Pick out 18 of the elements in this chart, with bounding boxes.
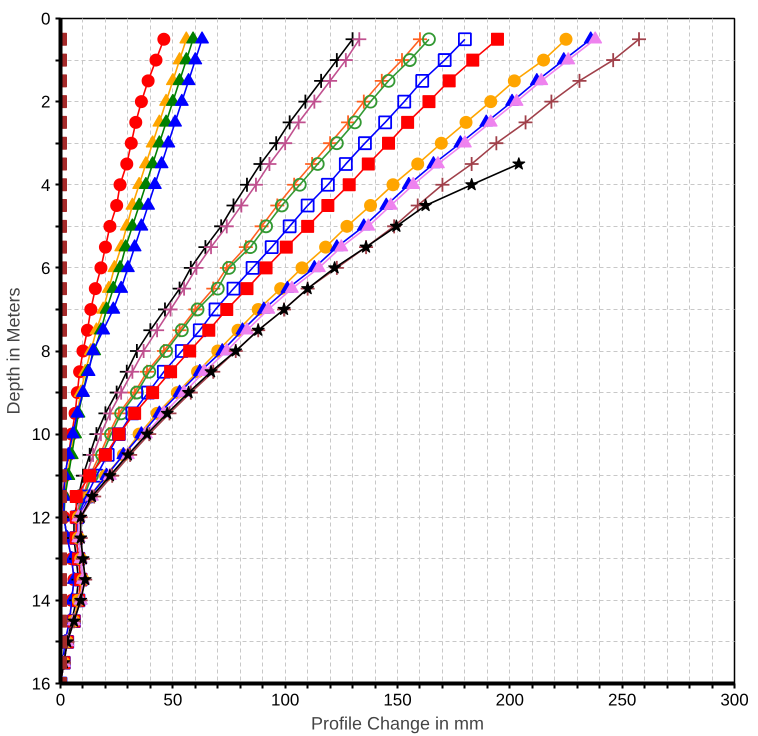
y-tick-label: 6 (41, 258, 51, 278)
x-tick-label: 300 (720, 690, 749, 710)
x-tick-label: 0 (56, 690, 66, 710)
x-tick-label: 250 (608, 690, 636, 710)
y-tick-label: 4 (41, 176, 51, 195)
y-tick-label: 16 (32, 674, 51, 694)
y-tick-label: 12 (32, 508, 51, 528)
y-tick-label: 14 (32, 591, 51, 610)
x-tick-label: 200 (496, 690, 524, 710)
y-axis-title: Depth in Meters (4, 287, 24, 415)
x-tick-label: 50 (163, 690, 182, 710)
y-tick-label: 10 (32, 425, 51, 444)
x-tick-label: 150 (383, 690, 412, 710)
x-tick-label: 100 (270, 690, 300, 710)
y-tick-label: 2 (41, 92, 51, 112)
y-tick-label: 0 (41, 10, 51, 28)
x-axis-title: Profile Change in mm (310, 714, 484, 734)
y-tick-label: 8 (41, 342, 51, 361)
